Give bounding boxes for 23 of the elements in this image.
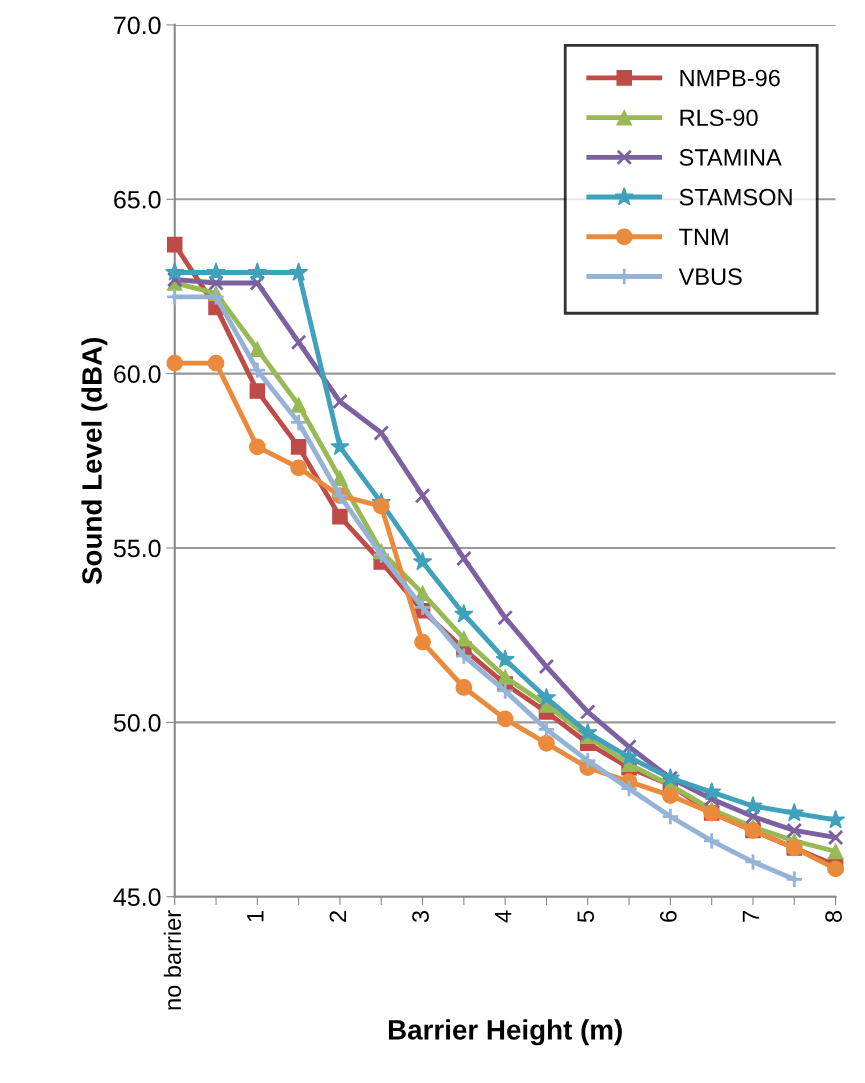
x-tick-label: 1 <box>247 911 264 922</box>
legend-label: STAMSON <box>679 188 792 206</box>
y-tick-label: 70.0 <box>114 16 161 35</box>
x-tick-label: 6 <box>659 910 677 922</box>
x-tick-label: 2 <box>329 911 347 922</box>
legend-label: RLS-90 <box>680 109 758 127</box>
x-tick-label: 3 <box>412 910 429 923</box>
y-tick-label: 65.0 <box>114 190 161 209</box>
legend-label: VBUS <box>678 268 742 285</box>
legend-label: NMPB-96 <box>680 69 780 87</box>
x-tick-label: 5 <box>577 910 595 923</box>
x-tick-label: 4 <box>495 910 512 923</box>
y-tick-label: 50.0 <box>113 713 161 732</box>
x-tick-label: no barrier <box>163 910 182 1010</box>
legend-label: STAMINA <box>679 149 782 166</box>
y-tick-label: 45.0 <box>113 888 161 907</box>
x-tick-label: 7 <box>742 911 760 922</box>
x-tick-label: 8 <box>825 910 842 923</box>
y-tick-label: 60.0 <box>114 365 161 383</box>
y-axis-title: Sound Level (dBA) <box>81 337 108 585</box>
legend-label: TNM <box>679 228 728 246</box>
y-tick-label: 55.0 <box>113 539 161 558</box>
x-axis-title: Barrier Height (m) <box>388 1019 622 1046</box>
